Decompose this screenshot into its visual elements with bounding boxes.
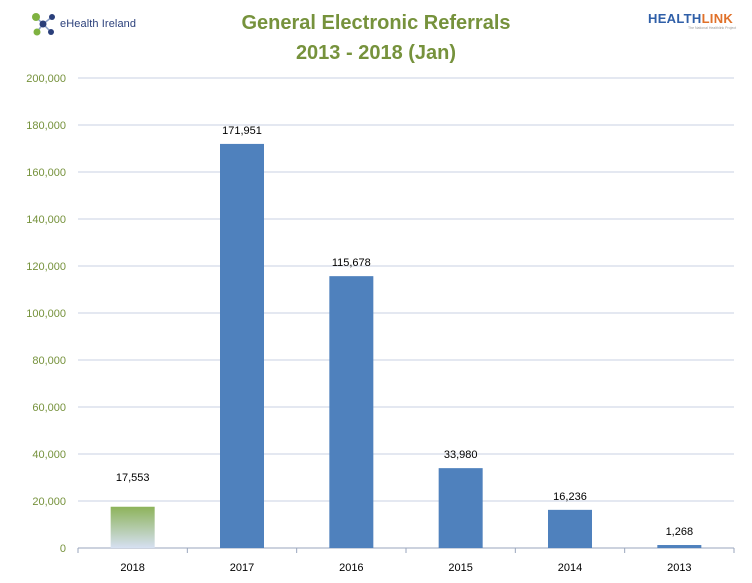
- data-label-2016: 115,678: [332, 257, 371, 269]
- ehealth-ireland-logo: eHealth Ireland: [28, 8, 136, 40]
- x-tick-label-2015: 2015: [448, 562, 472, 574]
- bar-2016: [329, 276, 374, 548]
- ehealth-logo-text: eHealth Ireland: [60, 18, 137, 30]
- data-label-2018: 17,553: [116, 472, 150, 484]
- y-tick-label: 20,000: [32, 496, 66, 508]
- data-label-2017: 171,951: [222, 125, 262, 137]
- ehealth-molecule-icon: [32, 13, 55, 36]
- data-label-2015: 33,980: [444, 449, 478, 461]
- healthlink-logo-text-a: HEALTH: [648, 11, 702, 26]
- y-tick-label: 160,000: [26, 167, 66, 179]
- bar-2018: [110, 506, 155, 548]
- y-tick-label: 60,000: [32, 402, 66, 414]
- chart-subtitle: 2013 - 2018 (Jan): [295, 42, 457, 64]
- x-tick-label-2016: 2016: [339, 562, 363, 574]
- y-tick-label: 40,000: [32, 449, 66, 461]
- y-tick-label: 120,000: [26, 261, 66, 273]
- x-tick-label-2017: 2017: [230, 562, 254, 574]
- chart-title: General Electronic Referrals: [241, 12, 511, 34]
- y-tick-label: 100,000: [26, 308, 66, 320]
- x-tick-label-2018: 2018: [120, 562, 144, 574]
- healthlink-logo: HEALTHLINK The National Healthlink Proje…: [648, 12, 744, 31]
- bar-2013: [657, 545, 702, 548]
- y-tick-label: 80,000: [32, 355, 66, 367]
- bar-2017: [220, 143, 264, 548]
- data-label-2014: 16,236: [553, 491, 587, 503]
- healthlink-tagline: The National Healthlink Project: [688, 26, 737, 30]
- y-tick-label: 200,000: [26, 73, 66, 85]
- x-tick-label-2014: 2014: [558, 562, 582, 574]
- y-tick-label: 0: [60, 543, 66, 555]
- bar-2015: [438, 468, 483, 548]
- x-tick-label-2013: 2013: [667, 562, 691, 574]
- data-label-2013: 1,268: [666, 526, 694, 538]
- healthlink-logo-text-b: LINK: [701, 11, 734, 26]
- y-tick-label: 140,000: [26, 214, 66, 226]
- bar-2014: [548, 509, 592, 548]
- y-tick-label: 180,000: [26, 120, 66, 132]
